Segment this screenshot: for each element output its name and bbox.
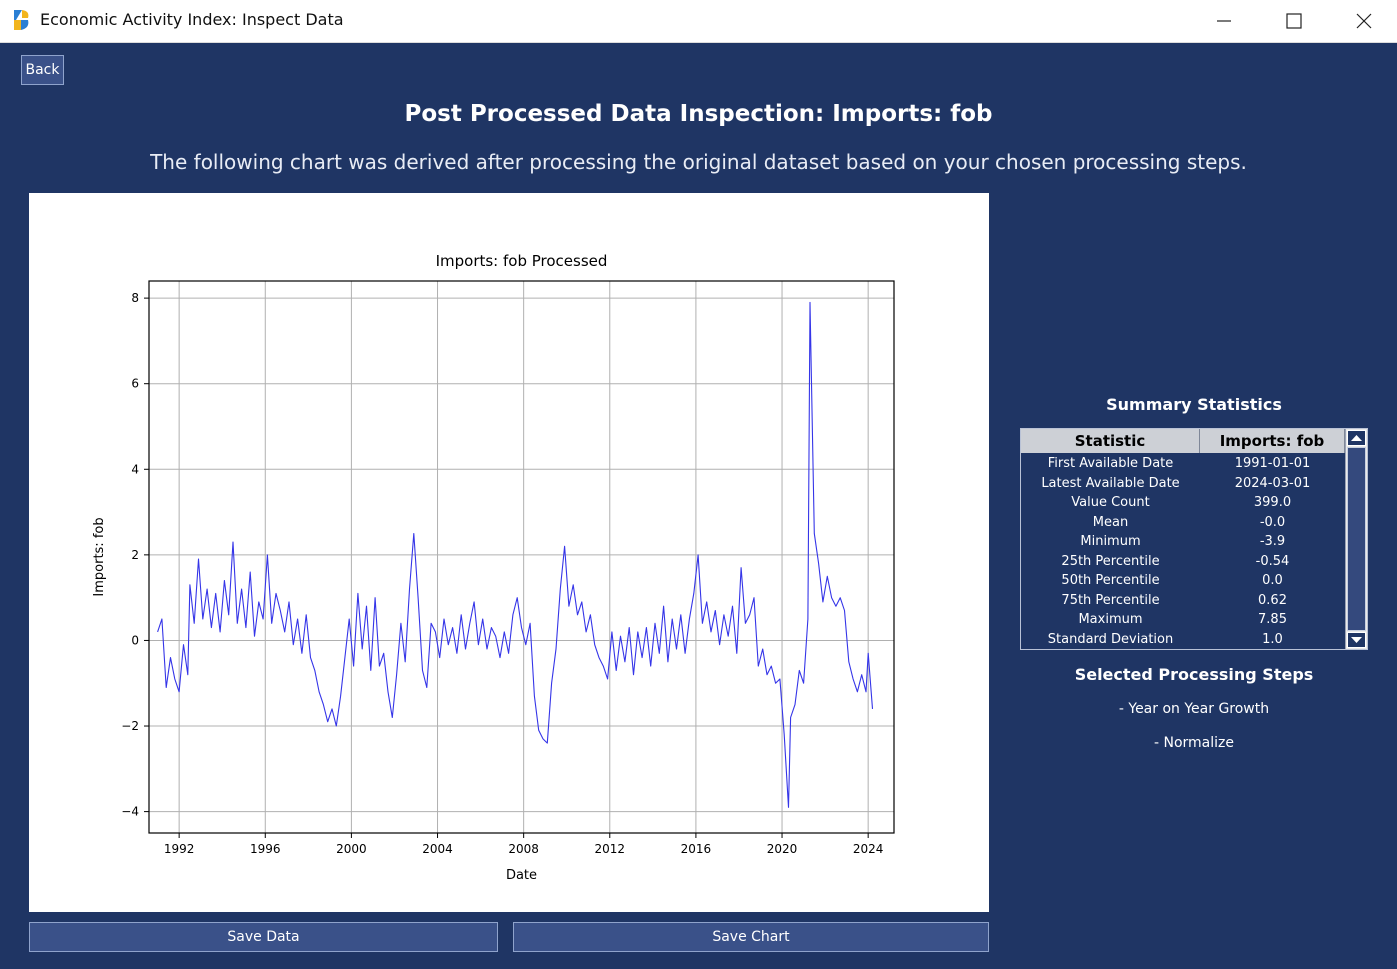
statistic-name: 25th Percentile [1061, 553, 1160, 569]
scroll-down-button[interactable] [1347, 632, 1366, 648]
close-button[interactable] [1329, 0, 1397, 42]
arrow-up-icon [1351, 435, 1362, 441]
statistic-value: 2024-03-01 [1234, 475, 1311, 491]
y-tick-label: 4 [131, 462, 139, 476]
scroll-thumb[interactable] [1347, 447, 1366, 631]
y-tick-label: 0 [131, 633, 139, 647]
summary-statistics-title: Summary Statistics [1106, 395, 1282, 414]
statistic-value: 0.0 [1262, 573, 1283, 588]
y-tick-label: −4 [121, 805, 139, 819]
statistic-name: First Available Date [1047, 456, 1174, 471]
statistic-name: Mean [1092, 514, 1129, 530]
table-row[interactable]: Latest Available Date 2024-03-01 [1021, 474, 1345, 494]
statistic-name: Maximum [1078, 612, 1143, 627]
processing-steps-title: Selected Processing Steps [1074, 665, 1314, 684]
statistic-value: 0.62 [1258, 592, 1287, 608]
x-tick-label: 2016 [681, 842, 712, 856]
statistic-name: Minimum [1080, 534, 1141, 549]
x-tick-label: 2000 [336, 842, 367, 856]
table-row[interactable]: 25th Percentile -0.54 [1021, 552, 1345, 572]
x-tick-label: 2024 [853, 842, 884, 856]
table-row[interactable]: First Available Date 1991-01-01 [1021, 454, 1345, 474]
processing-step: - Normalize [1153, 735, 1234, 751]
window-titlebar: Economic Activity Index: Inspect Data [0, 0, 1397, 43]
statistic-value: -0.0 [1259, 514, 1286, 530]
window-title: Economic Activity Index: Inspect Data [40, 10, 344, 29]
x-tick-label: 1992 [164, 842, 195, 856]
statistic-value: 1.0 [1262, 631, 1283, 647]
statistic-value: 399.0 [1253, 495, 1292, 510]
x-tick-label: 2020 [767, 842, 798, 856]
table-row[interactable]: 75th Percentile 0.62 [1021, 591, 1345, 611]
summary-statistics-table[interactable]: Statistic Imports: fob First Available D… [1020, 428, 1368, 650]
statistic-value: -3.9 [1259, 534, 1286, 549]
save-data-button[interactable]: Save Data [29, 922, 498, 952]
minimize-button[interactable] [1189, 0, 1259, 42]
x-tick-label: 2004 [422, 842, 453, 856]
statistic-name: Standard Deviation [1047, 631, 1174, 647]
table-row[interactable]: Value Count 399.0 [1021, 493, 1345, 513]
maximize-icon [1286, 13, 1302, 29]
maximize-button[interactable] [1259, 0, 1329, 42]
table-scrollbar[interactable] [1345, 429, 1367, 649]
x-tick-label: 2008 [508, 842, 539, 856]
scroll-up-button[interactable] [1347, 430, 1366, 446]
column-header-statistic[interactable]: Statistic [1021, 429, 1200, 453]
statistic-value: -0.54 [1255, 553, 1290, 569]
table-row[interactable]: Standard Deviation 1.0 [1021, 630, 1345, 650]
table-row[interactable]: Maximum 7.85 [1021, 610, 1345, 630]
y-tick-label: 8 [131, 291, 139, 305]
y-tick-label: 6 [131, 377, 139, 391]
table-row[interactable]: Mean -0.0 [1021, 513, 1345, 533]
save-chart-button[interactable]: Save Chart [513, 922, 989, 952]
chart-title: Imports: fob Processed [436, 252, 608, 270]
x-tick-label: 1996 [250, 842, 281, 856]
x-tick-label: 2012 [595, 842, 626, 856]
close-icon [1356, 13, 1372, 29]
line-chart: 1992 1996 2000 2004 2008 2012 2016 2020 2024 −4 −2… [92, 252, 895, 883]
y-tick-label: 2 [131, 548, 139, 562]
table-row[interactable]: 50th Percentile 0.0 [1021, 571, 1345, 591]
table-row[interactable]: Minimum -3.9 [1021, 532, 1345, 552]
table-header: Statistic Imports: fob [1021, 429, 1345, 453]
column-header-value[interactable]: Imports: fob [1200, 429, 1345, 453]
table-body: First Available Date 1991-01-01 Latest Ava… [1021, 454, 1345, 649]
statistic-name: 75th Percentile [1061, 592, 1160, 608]
x-axis-label: Date [506, 868, 537, 883]
statistic-name: Value Count [1071, 495, 1150, 510]
app-logo-icon [14, 10, 29, 30]
statistic-name: 50th Percentile [1061, 573, 1160, 588]
statistic-value: 7.85 [1258, 612, 1287, 627]
page-title: Post Processed Data Inspection: Imports:… [404, 101, 993, 127]
arrow-down-icon [1351, 637, 1362, 643]
statistic-value: 1991-01-01 [1234, 456, 1311, 471]
minimize-icon [1217, 20, 1231, 22]
page-subtitle: The following chart was derived after pr… [150, 150, 1247, 174]
series-line [157, 301, 874, 808]
chart-panel: 1992 1996 2000 2004 2008 2012 2016 2020 2024 −4 −2… [29, 193, 989, 912]
plot-frame [148, 280, 895, 834]
y-axis-label: Imports: fob [92, 517, 107, 596]
statistic-name: Latest Available Date [1041, 475, 1180, 491]
back-button[interactable]: Back [21, 55, 64, 85]
y-tick-label: −2 [121, 719, 139, 733]
processing-step: - Year on Year Growth [1118, 701, 1270, 717]
